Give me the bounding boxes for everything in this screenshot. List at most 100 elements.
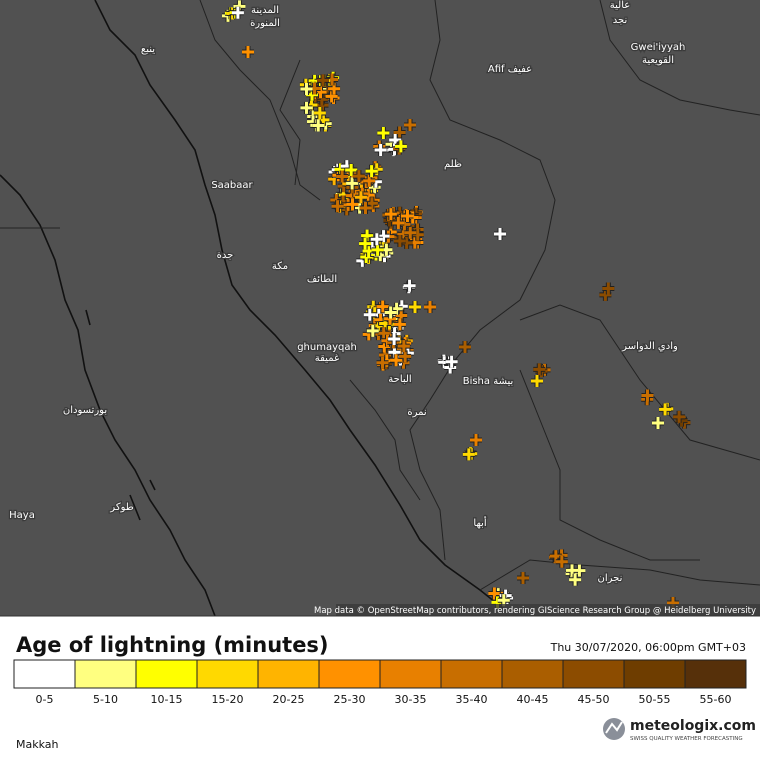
lightning-strike [409, 301, 421, 313]
legend-label: 50-55 [639, 693, 671, 706]
legend-swatch [501, 659, 564, 689]
lightning-strike [377, 127, 390, 140]
legend-swatch [562, 659, 625, 689]
strike-cross [377, 327, 390, 340]
lightning-strike [359, 202, 372, 215]
lightning-strike [300, 101, 313, 114]
lightning-strike [366, 324, 379, 337]
strike-cross [376, 356, 389, 369]
legend-label: 20-25 [273, 693, 305, 706]
lightning-strike [517, 572, 529, 584]
lightning-strike [346, 177, 359, 190]
strike-cross [377, 230, 390, 243]
legend-swatch [135, 659, 198, 689]
strike-cross [354, 191, 367, 204]
lightning-strike [533, 363, 546, 376]
lightning-strike [388, 333, 401, 346]
lightning-strike [566, 564, 579, 577]
strike-cross [659, 403, 672, 416]
city-label: Bisha بيشة [463, 376, 514, 387]
lightning-layer [222, 0, 691, 609]
strike-cross [445, 355, 458, 368]
legend: 0-5 5-10 10-15 15-20 20-25 25-30 30-35 35-40 40-… [13, 659, 747, 706]
legend-label: 35-40 [456, 693, 488, 706]
strike-cross [377, 127, 390, 140]
region: Makkah [16, 738, 59, 751]
strike-cross [517, 572, 529, 584]
lightning-strike [399, 350, 412, 363]
legend-swatch [74, 659, 137, 689]
lightning-strike [352, 170, 365, 183]
strike-cross [300, 101, 313, 114]
strike-cross [488, 587, 501, 600]
strike-cross [312, 119, 325, 132]
lightning-strike [336, 170, 349, 183]
strike-cross [394, 140, 407, 153]
legend-swatch [684, 659, 747, 689]
lightning-strike [384, 306, 397, 319]
strike-cross [459, 341, 471, 353]
brand-icon [603, 718, 625, 740]
lightning-strike [312, 119, 325, 132]
strike-cross [393, 126, 406, 139]
strike-cross [346, 177, 359, 190]
strike-cross [531, 375, 543, 387]
strike-cross [316, 74, 329, 87]
city-label: المدينة [251, 5, 279, 16]
legend-label: 55-60 [700, 693, 732, 706]
brand-icon-mark [605, 721, 623, 734]
lightning-strike [602, 282, 615, 295]
city-label: عالية [610, 0, 630, 11]
brand: meteologix.com [630, 718, 756, 734]
legend-label: 30-35 [395, 693, 427, 706]
strike-cross [409, 301, 421, 313]
lightning-strike [652, 417, 664, 429]
strike-cross [365, 165, 378, 178]
strike-cross [371, 243, 384, 256]
lightning-strike [377, 230, 390, 243]
lightning-strike [459, 341, 471, 353]
lightning-strike [401, 210, 414, 223]
legend-swatch [623, 659, 686, 689]
lightning-strike [374, 144, 387, 157]
city-label: نمرة [407, 407, 426, 418]
strike-cross [399, 350, 412, 363]
lightning-strike [331, 200, 344, 213]
strike-cross [300, 83, 313, 96]
city-label: غميقة [315, 353, 339, 364]
lightning-strike [424, 301, 436, 313]
strike-cross [533, 363, 546, 376]
city-label: الباحة [388, 374, 411, 385]
lightning-strike [641, 389, 654, 402]
lightning-strike [445, 355, 458, 368]
lightning-strike [365, 165, 378, 178]
strike-cross [331, 200, 344, 213]
strike-cross [313, 107, 326, 120]
city-label: نجران [598, 573, 623, 584]
city-label: وادي الدواسر [621, 341, 678, 352]
lightning-strike [488, 587, 501, 600]
city-label: ظلم [444, 159, 462, 170]
lightning-strike [404, 226, 417, 239]
strike-cross [555, 555, 568, 568]
strike-cross [359, 202, 372, 215]
lightning-strike [371, 243, 384, 256]
strike-cross [370, 233, 383, 246]
lightning-strike [403, 279, 416, 292]
lightning-strike [313, 107, 326, 120]
lightning-strike [377, 327, 390, 340]
city-label: Afif عفيف [488, 64, 532, 75]
legend-swatch [440, 659, 503, 689]
lightning-strike [673, 410, 686, 423]
strike-cross [404, 119, 416, 131]
lightning-strike [345, 164, 358, 177]
strike-cross [242, 46, 254, 58]
city-label: مكة [272, 261, 288, 272]
lightning-strike [242, 46, 254, 58]
lightning-strike [393, 318, 406, 331]
strike-cross [673, 410, 686, 423]
lightning-strike [555, 555, 568, 568]
legend-label: 45-50 [578, 693, 610, 706]
